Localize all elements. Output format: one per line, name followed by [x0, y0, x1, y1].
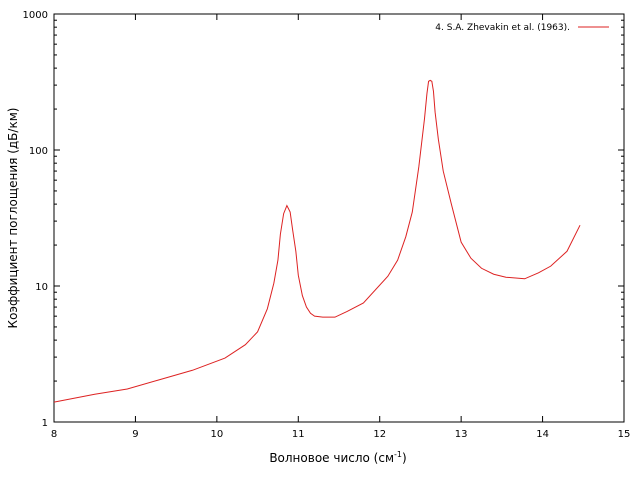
plot-frame	[53, 13, 625, 423]
x-tick-label: 9	[132, 429, 138, 440]
x-tick-label: 10	[210, 429, 223, 440]
x-tick-label: 14	[536, 429, 549, 440]
y-tick-label: 10	[35, 282, 48, 293]
x-tick-label: 12	[373, 429, 386, 440]
x-tick-label: 8	[51, 429, 57, 440]
x-tick-label: 11	[292, 429, 305, 440]
x-tick-label: 15	[618, 429, 631, 440]
legend: 4. S.A. Zhevakin et al. (1963).	[435, 23, 609, 33]
x-axis-label: Волновое число (см-1)	[269, 450, 406, 465]
series-line-zhevakin	[53, 79, 581, 403]
y-tick-label: 1	[42, 418, 48, 429]
y-axis-label: Коэффициент поглощения (дБ/км)	[6, 108, 20, 329]
y-tick-label: 100	[29, 146, 48, 157]
y-axis-ticks: 1 10 100 1000	[23, 10, 624, 429]
x-tick-label: 13	[455, 429, 468, 440]
y-tick-label: 1000	[23, 10, 48, 21]
x-axis-label-main: Волновое число (см	[269, 451, 394, 465]
x-axis-ticks: 8 9 10 11 12 13 14 15	[51, 14, 631, 440]
x-axis-label-superscript: -1	[394, 450, 402, 459]
x-axis-label-suffix: )	[402, 451, 407, 465]
legend-entry-label: 4. S.A. Zhevakin et al. (1963).	[435, 23, 570, 33]
